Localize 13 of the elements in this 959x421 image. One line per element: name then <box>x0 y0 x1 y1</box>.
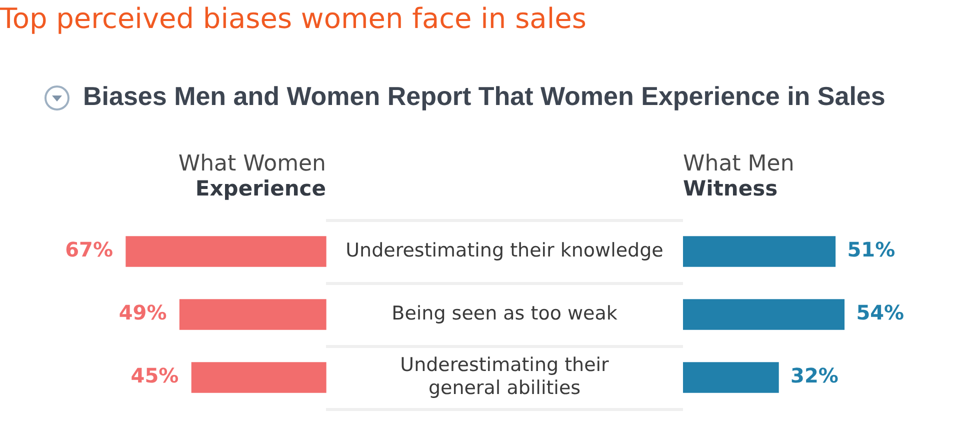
data-label: 45% <box>130 364 179 388</box>
text: Biases Men and Women Report That Women Experience in Sales <box>83 81 886 112</box>
chart-title: Top perceived biases women face in sales <box>0 2 586 35</box>
y-tick-label: Being seen as too weak <box>392 302 618 324</box>
y-tick-label: Underestimating their general abilities <box>400 354 610 399</box>
data-label: 49% <box>118 300 167 325</box>
data-label: 67% <box>65 238 113 262</box>
series-label: What Women Experience <box>178 152 326 200</box>
series-label: What Men Witness <box>683 152 794 200</box>
data-label: 51% <box>847 238 896 262</box>
y-tick-label: Underestimating their knowledge <box>346 239 664 262</box>
data-label: 32% <box>790 364 838 388</box>
data-label: 54% <box>856 300 904 325</box>
